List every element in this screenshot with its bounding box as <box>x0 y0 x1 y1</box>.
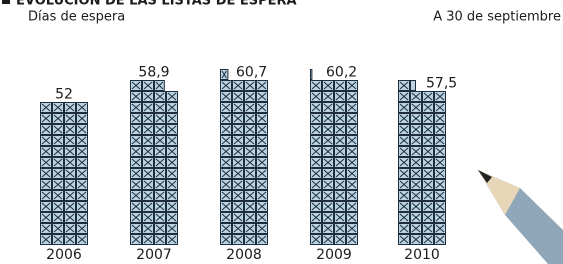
subtitle: Días de espera <box>28 10 125 25</box>
pictogram-bar <box>221 70 268 245</box>
x-tick-label: 2008 <box>226 247 262 263</box>
value-label: 60,2 <box>326 65 357 81</box>
page: EVOLUCIÓN DE LAS LISTAS DE ESPERA Días d… <box>0 0 563 264</box>
pictogram-bar <box>399 81 446 245</box>
chart: EVOLUCIÓN DE LAS LISTAS DE ESPERA Días d… <box>0 0 563 264</box>
value-label: 52 <box>55 87 73 103</box>
icon <box>311 70 312 80</box>
title-bullet <box>2 0 10 4</box>
pictogram-bar <box>311 70 358 245</box>
value-label: 57,5 <box>426 76 457 92</box>
x-tick-label: 2010 <box>404 247 440 263</box>
x-tick-label: 2009 <box>316 247 352 263</box>
value-label: 60,7 <box>236 65 267 81</box>
pictogram-bar <box>131 81 178 245</box>
icon <box>411 81 416 91</box>
value-label: 58,9 <box>138 65 169 81</box>
note: A 30 de septiembre <box>433 10 561 25</box>
pencil <box>478 170 563 264</box>
x-tick-label: 2006 <box>46 247 82 263</box>
pictogram-bar <box>41 103 88 245</box>
chart-title: EVOLUCIÓN DE LAS LISTAS DE ESPERA <box>16 0 297 9</box>
x-tick-label: 2007 <box>136 247 172 263</box>
